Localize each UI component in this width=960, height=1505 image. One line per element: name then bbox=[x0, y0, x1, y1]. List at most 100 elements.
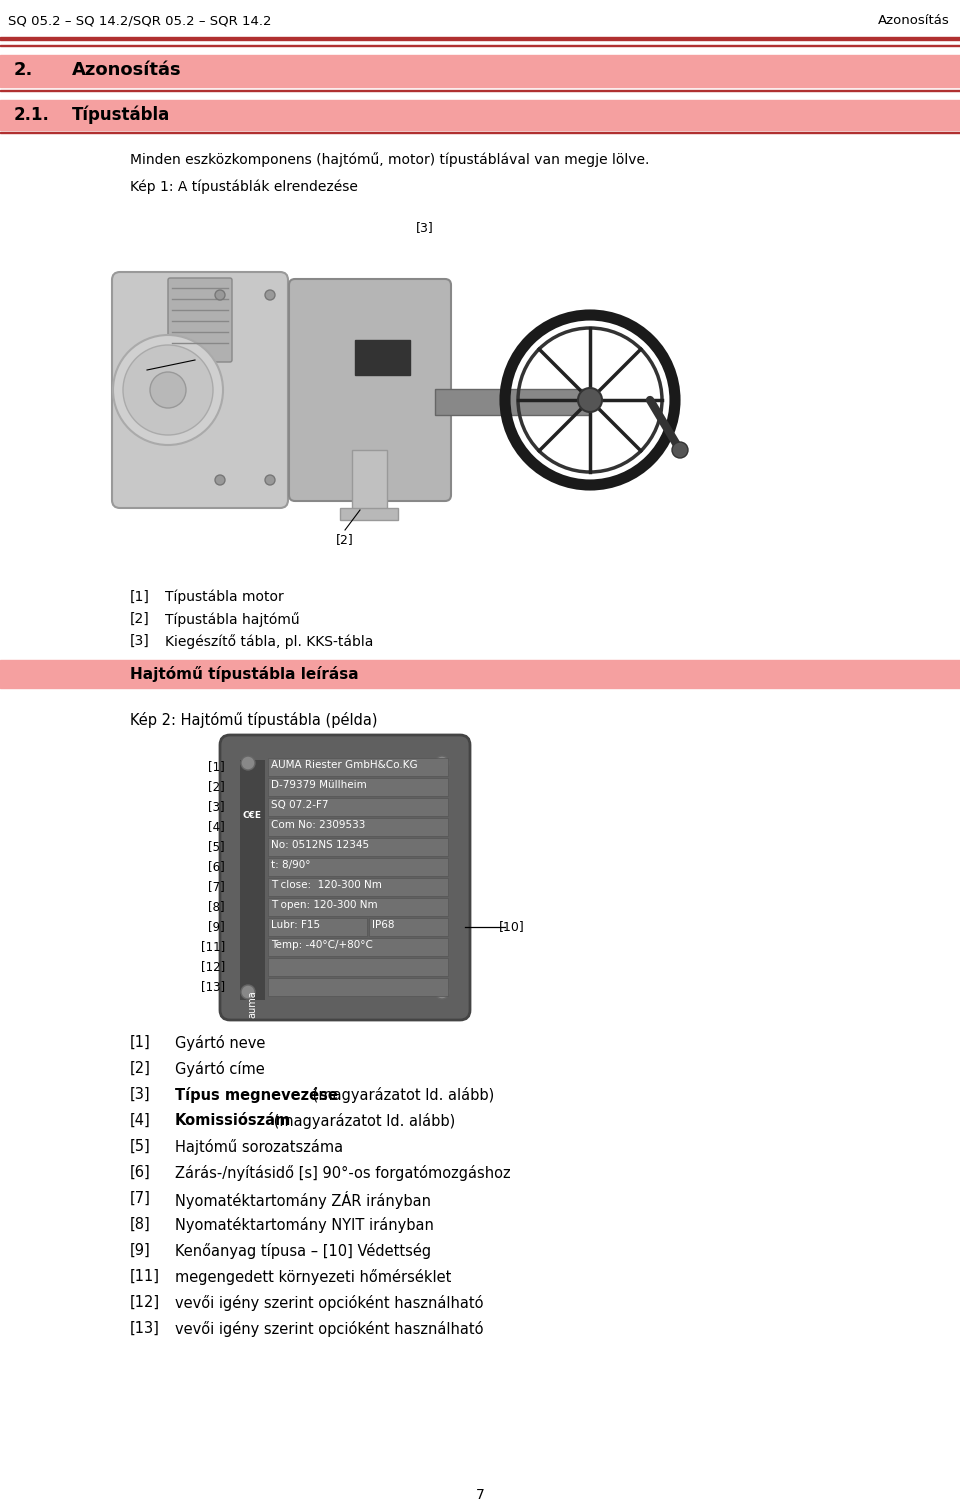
Bar bbox=[355, 340, 410, 375]
Circle shape bbox=[265, 290, 275, 299]
Text: [8]: [8] bbox=[130, 1218, 151, 1233]
Text: C€E: C€E bbox=[243, 811, 261, 820]
Text: [12]: [12] bbox=[130, 1294, 160, 1309]
Text: Azonosítás: Azonosítás bbox=[72, 62, 181, 78]
Text: No: 0512NS 12345: No: 0512NS 12345 bbox=[271, 840, 370, 850]
Text: [2]: [2] bbox=[130, 613, 150, 626]
Text: [1]: [1] bbox=[208, 760, 225, 774]
Bar bbox=[268, 898, 448, 917]
Text: Minden eszközkomponens (hajtómű, motor) típustáblával van megje lölve.: Minden eszközkomponens (hajtómű, motor) … bbox=[130, 152, 649, 167]
Bar bbox=[435, 388, 590, 415]
Bar bbox=[369, 918, 448, 936]
Text: [3]: [3] bbox=[130, 1087, 151, 1102]
Circle shape bbox=[215, 290, 225, 299]
Text: megengedett környezeti hőmérséklet: megengedett környezeti hőmérséklet bbox=[175, 1269, 451, 1285]
Circle shape bbox=[241, 756, 255, 771]
Bar bbox=[0, 99, 960, 129]
Text: (magyarázatot ld. alább): (magyarázatot ld. alább) bbox=[307, 1087, 493, 1103]
Text: Típustábla hajtómű: Típustábla hajtómű bbox=[165, 613, 300, 628]
Text: [5]: [5] bbox=[130, 1139, 151, 1154]
Bar bbox=[0, 36, 960, 41]
Text: [2]: [2] bbox=[336, 533, 354, 546]
Bar bbox=[268, 778, 448, 796]
Text: Típustábla: Típustábla bbox=[72, 105, 170, 125]
Text: [11]: [11] bbox=[130, 1269, 160, 1284]
Bar bbox=[268, 819, 448, 835]
Text: [2]: [2] bbox=[208, 780, 225, 793]
Bar bbox=[268, 877, 448, 895]
Text: Azonosítás: Azonosítás bbox=[878, 14, 950, 27]
Text: [5]: [5] bbox=[208, 840, 225, 853]
Text: Kép 2: Hajtómű típustábla (példa): Kép 2: Hajtómű típustábla (példa) bbox=[130, 712, 377, 728]
Circle shape bbox=[265, 476, 275, 485]
Circle shape bbox=[435, 984, 449, 999]
Text: Komissiószám: Komissiószám bbox=[175, 1114, 291, 1129]
Text: [3]: [3] bbox=[130, 634, 150, 649]
FancyBboxPatch shape bbox=[220, 734, 470, 1020]
Text: Hajtómű típustábla leírása: Hajtómű típustábla leírása bbox=[130, 667, 359, 682]
Circle shape bbox=[672, 442, 688, 458]
Text: Kenőanyag típusa – [10] Védettség: Kenőanyag típusa – [10] Védettség bbox=[175, 1243, 431, 1260]
Bar bbox=[268, 959, 448, 977]
Text: Com No: 2309533: Com No: 2309533 bbox=[271, 820, 366, 829]
Text: T close:  120-300 Nm: T close: 120-300 Nm bbox=[271, 880, 382, 889]
Circle shape bbox=[150, 372, 186, 408]
Circle shape bbox=[215, 476, 225, 485]
Text: t: 8/90°: t: 8/90° bbox=[271, 859, 310, 870]
Circle shape bbox=[578, 388, 602, 412]
Text: T open: 120-300 Nm: T open: 120-300 Nm bbox=[271, 900, 377, 911]
Bar bbox=[352, 450, 387, 510]
Text: SQ 07.2-F7: SQ 07.2-F7 bbox=[271, 801, 328, 810]
Text: 7: 7 bbox=[475, 1488, 485, 1502]
Circle shape bbox=[123, 345, 213, 435]
FancyBboxPatch shape bbox=[168, 278, 232, 363]
Text: [3]: [3] bbox=[416, 221, 434, 235]
Text: 2.: 2. bbox=[14, 62, 34, 78]
Circle shape bbox=[113, 336, 223, 445]
Text: [12]: [12] bbox=[201, 960, 225, 974]
Text: [13]: [13] bbox=[130, 1321, 160, 1336]
Text: [2]: [2] bbox=[130, 1061, 151, 1076]
Text: vevői igény szerint opcióként használható: vevői igény szerint opcióként használhat… bbox=[175, 1294, 484, 1311]
Text: Kép 1: A típustáblák elrendezése: Kép 1: A típustáblák elrendezése bbox=[130, 181, 358, 194]
Bar bbox=[0, 56, 960, 87]
Text: AUMA Riester GmbH&Co.KG: AUMA Riester GmbH&Co.KG bbox=[271, 760, 418, 771]
Text: [6]: [6] bbox=[208, 859, 225, 873]
Text: Kiegészítő tábla, pl. KKS-tábla: Kiegészítő tábla, pl. KKS-tábla bbox=[165, 634, 373, 649]
Text: [8]: [8] bbox=[208, 900, 225, 914]
Text: [10]: [10] bbox=[499, 920, 525, 933]
Text: (magyarázatot ld. alább): (magyarázatot ld. alább) bbox=[269, 1114, 455, 1129]
Text: [4]: [4] bbox=[208, 820, 225, 832]
Text: Temp: -40°C/+80°C: Temp: -40°C/+80°C bbox=[271, 941, 372, 950]
Bar bbox=[340, 509, 398, 521]
Text: Nyomatéktartomány NYIT irányban: Nyomatéktartomány NYIT irányban bbox=[175, 1218, 434, 1233]
Text: Típus megnevezése: Típus megnevezése bbox=[175, 1087, 338, 1103]
Circle shape bbox=[241, 984, 255, 999]
Bar bbox=[268, 938, 448, 956]
Text: 2.1.: 2.1. bbox=[14, 105, 50, 123]
Text: [9]: [9] bbox=[208, 920, 225, 933]
Bar bbox=[268, 978, 448, 996]
Text: auma: auma bbox=[247, 990, 257, 1017]
Bar bbox=[268, 858, 448, 876]
Text: [7]: [7] bbox=[208, 880, 225, 892]
Bar bbox=[240, 760, 265, 999]
Text: [6]: [6] bbox=[130, 1165, 151, 1180]
FancyBboxPatch shape bbox=[289, 278, 451, 501]
Text: [1]: [1] bbox=[130, 1035, 151, 1050]
Text: Gyártó neve: Gyártó neve bbox=[175, 1035, 265, 1050]
Bar bbox=[268, 798, 448, 816]
Bar bbox=[268, 918, 367, 936]
Text: [3]: [3] bbox=[208, 801, 225, 813]
Circle shape bbox=[435, 756, 449, 771]
Text: Zárás-/nyításidő [s] 90°-os forgatómozgáshoz: Zárás-/nyításidő [s] 90°-os forgatómozgá… bbox=[175, 1165, 511, 1181]
Text: [1]: [1] bbox=[128, 364, 145, 376]
Bar bbox=[268, 838, 448, 856]
Text: [1]: [1] bbox=[130, 590, 150, 604]
Bar bbox=[0, 661, 960, 688]
Text: [13]: [13] bbox=[201, 980, 225, 993]
Text: Hajtómű sorozatszáma: Hajtómű sorozatszáma bbox=[175, 1139, 343, 1154]
Text: Gyártó címe: Gyártó címe bbox=[175, 1061, 265, 1078]
Text: SQ 05.2 – SQ 14.2/SQR 05.2 – SQR 14.2: SQ 05.2 – SQ 14.2/SQR 05.2 – SQR 14.2 bbox=[8, 14, 272, 27]
FancyBboxPatch shape bbox=[112, 272, 288, 509]
